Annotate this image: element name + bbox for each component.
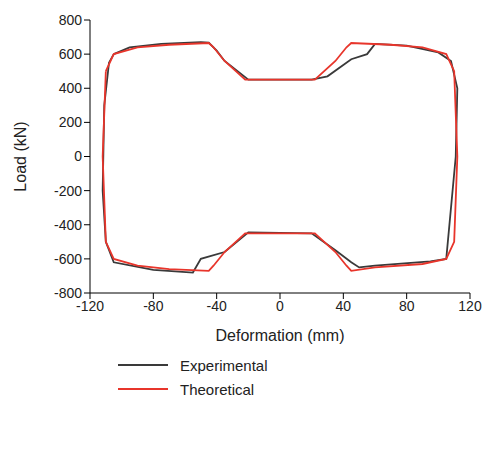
svg-text:-400: -400 [54,217,82,233]
svg-text:-200: -200 [54,183,82,199]
html-text:Theoretical: Theoretical [180,380,255,398]
svg-text:-800: -800 [54,285,82,301]
svg-text:Deformation (mm): Deformation (mm) [216,327,345,344]
svg-text:Load (kN): Load (kN) [12,121,29,191]
svg-text:80: 80 [399,298,415,314]
html-text:Experimental: Experimental [180,356,268,374]
svg-text:200: 200 [59,114,83,130]
svg-text:-40: -40 [207,298,227,314]
svg-text:800: 800 [59,12,83,28]
svg-text:400: 400 [59,80,83,96]
svg-text:0: 0 [276,298,284,314]
svg-text:0: 0 [74,148,82,164]
svg-text:-80: -80 [143,298,163,314]
svg-text:-120: -120 [76,297,104,314]
svg-text:120: 120 [458,298,482,314]
svg-text:40: 40 [336,298,352,314]
svg-text:-600: -600 [54,251,82,267]
svg-text:600: 600 [59,46,83,62]
